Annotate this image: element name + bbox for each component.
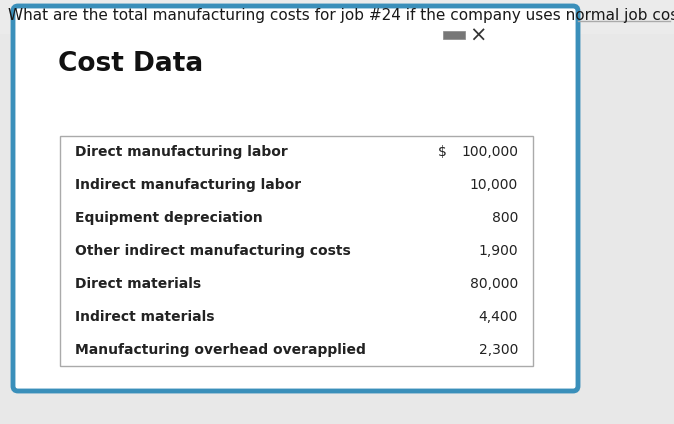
Text: 80,000: 80,000 xyxy=(470,277,518,291)
Text: $: $ xyxy=(438,145,447,159)
Text: Manufacturing overhead overapplied: Manufacturing overhead overapplied xyxy=(75,343,366,357)
FancyBboxPatch shape xyxy=(13,6,578,391)
Bar xyxy=(443,31,465,39)
Text: 800: 800 xyxy=(491,211,518,225)
Text: 10,000: 10,000 xyxy=(470,178,518,192)
Text: 4,400: 4,400 xyxy=(479,310,518,324)
Text: Cost Data: Cost Data xyxy=(58,51,204,77)
Bar xyxy=(0,0,674,34)
Text: Other indirect manufacturing costs: Other indirect manufacturing costs xyxy=(75,244,350,258)
Bar xyxy=(60,136,533,366)
Text: Direct manufacturing labor: Direct manufacturing labor xyxy=(75,145,288,159)
Text: 2,300: 2,300 xyxy=(479,343,518,357)
Text: 100,000: 100,000 xyxy=(461,145,518,159)
Text: Equipment depreciation: Equipment depreciation xyxy=(75,211,263,225)
Text: 1,900: 1,900 xyxy=(479,244,518,258)
Text: Indirect materials: Indirect materials xyxy=(75,310,214,324)
Text: ×: × xyxy=(469,26,487,46)
Text: Indirect manufacturing labor: Indirect manufacturing labor xyxy=(75,178,301,192)
Text: Direct materials: Direct materials xyxy=(75,277,201,291)
Text: What are the total manufacturing costs for job #24 if the company uses normal jo: What are the total manufacturing costs f… xyxy=(8,8,674,23)
